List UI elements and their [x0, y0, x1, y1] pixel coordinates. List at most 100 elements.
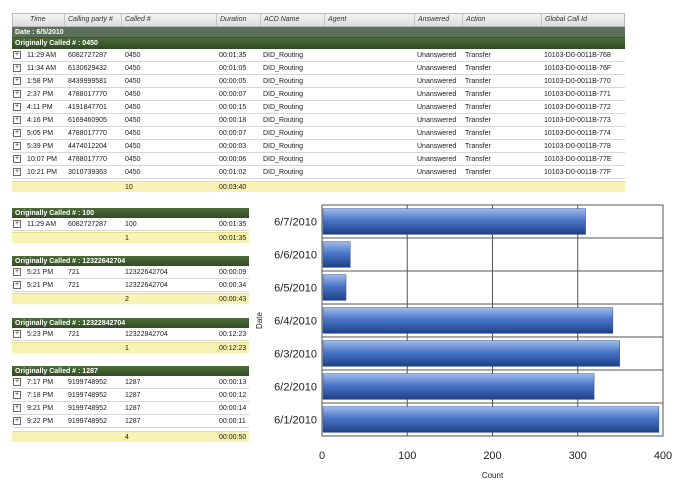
cell-calling-party: 721	[68, 269, 80, 276]
column-header-acd-name[interactable]: ACD Name	[264, 16, 300, 23]
column-header-time[interactable]: Time	[30, 16, 46, 23]
table-row[interactable]: +11:34 AM 6130629432 0450 00:01:05 DID_Routi…	[12, 62, 625, 75]
expand-row-icon[interactable]: +	[13, 404, 21, 412]
expand-row-icon[interactable]: +	[13, 268, 21, 276]
y-tick-label: 6/5/2010	[274, 283, 317, 295]
expand-row-icon[interactable]: +	[13, 220, 21, 228]
cell-called: 0450	[125, 117, 141, 124]
expand-row-icon[interactable]: +	[13, 391, 21, 399]
cell-called: 0450	[125, 65, 141, 72]
cell-called: 0450	[125, 143, 141, 150]
cell-answered: Unanswered	[417, 156, 457, 163]
expand-row-icon[interactable]: +	[13, 378, 21, 386]
table-row[interactable]: +1:58 PM 8439999581 0450 00:00:05 DID_Routin…	[12, 75, 625, 88]
bar	[322, 406, 660, 433]
table-row[interactable]: +4:11 PM 4191847701 0450 00:00:15 DID_Routin…	[12, 101, 625, 114]
column-header-duration[interactable]: Duration	[220, 16, 247, 23]
summary-duration-total: 00:03:40	[219, 184, 247, 191]
cell-duration: 00:01:35	[219, 52, 247, 59]
cell-acd-name: DID_Routing	[263, 65, 304, 72]
column-divider	[541, 14, 542, 26]
cell-called: 1287	[125, 379, 141, 386]
cell-time: 5:39 PM	[27, 143, 54, 150]
bar	[322, 307, 614, 334]
cell-global-call-id: 10103-D0-0011B-77F	[544, 169, 612, 176]
column-header-answered[interactable]: Answered	[418, 16, 450, 23]
cell-called: 0450	[125, 156, 141, 163]
cell-time: 10:07 PM	[27, 156, 57, 163]
expand-row-icon[interactable]: +	[13, 417, 21, 425]
column-header-calling-party[interactable]: Calling party #	[68, 16, 113, 23]
cell-time: 11:34 AM	[27, 65, 57, 72]
expand-row-icon[interactable]: +	[13, 51, 21, 59]
expand-row-icon[interactable]: +	[13, 77, 21, 85]
expand-row-icon[interactable]: +	[13, 116, 21, 124]
summary-count: 1	[125, 235, 129, 242]
expand-row-icon[interactable]: +	[13, 103, 21, 111]
summary-duration-total: 00:00:50	[219, 434, 247, 441]
cell-duration: 00:00:12	[219, 392, 247, 399]
group-header: Originally Called # : 1287	[12, 366, 249, 377]
table-row[interactable]: +5:21 PM 721 12322642704 00:00:34	[12, 279, 249, 292]
bar	[322, 241, 351, 268]
expand-row-icon[interactable]: +	[13, 168, 21, 176]
expand-row-icon[interactable]: +	[13, 64, 21, 72]
column-header-global-call-id[interactable]: Global Call Id	[545, 16, 588, 23]
cell-duration: 00:01:35	[219, 221, 247, 228]
expand-row-icon[interactable]: +	[13, 142, 21, 150]
cell-global-call-id: 10103-D0-0011B-768	[544, 52, 611, 59]
table-row[interactable]: +9:22 PM 9199748952 1287 00:00:11	[12, 415, 249, 428]
cell-time: 4:11 PM	[27, 104, 53, 111]
cell-time: 11:29 AM	[27, 221, 57, 228]
table-row[interactable]: +7:18 PM 9199748952 1287 00:00:12	[12, 389, 249, 402]
table-row[interactable]: +4:16 PM 6169460905 0450 00:00:18 DID_Routin…	[12, 114, 625, 127]
expand-row-icon[interactable]: +	[13, 281, 21, 289]
cell-answered: Unanswered	[417, 52, 457, 59]
column-divider	[64, 14, 65, 26]
cell-called: 0450	[125, 78, 141, 85]
cell-acd-name: DID_Routing	[263, 78, 304, 85]
summary-count: 10	[125, 184, 133, 191]
cell-called: 12322642704	[125, 269, 168, 276]
cell-calling-party: 9199748952	[68, 418, 107, 425]
expand-row-icon[interactable]: +	[13, 155, 21, 163]
column-header-action[interactable]: Action	[466, 16, 486, 23]
table-row[interactable]: +2:37 PM 4788017770 0450 00:00:07 DID_Routin…	[12, 88, 625, 101]
table-row[interactable]: +10:07 PM 4788017770 0450 00:00:06 DID_Routi…	[12, 153, 625, 166]
cell-action: Transfer	[465, 104, 491, 111]
expand-row-icon[interactable]: +	[13, 330, 21, 338]
table-row[interactable]: +5:23 PM 721 12322842704 00:12:23	[12, 328, 249, 341]
cell-called: 100	[125, 221, 137, 228]
cell-duration: 00:00:18	[219, 117, 247, 124]
group-summary-row: 10 00:03:40	[12, 181, 625, 192]
cell-action: Transfer	[465, 169, 491, 176]
cell-time: 5:05 PM	[27, 130, 54, 137]
table-row[interactable]: +10:21 PM 3010739363 0450 00:01:02 DID_Routi…	[12, 166, 625, 179]
cell-calling-party: 4788017770	[68, 91, 107, 98]
column-divider	[216, 14, 217, 26]
expand-row-icon[interactable]: +	[13, 90, 21, 98]
table-row[interactable]: +7:17 PM 9199748952 1287 00:00:13	[12, 376, 249, 389]
cell-global-call-id: 10103-D0-0011B-76F	[544, 65, 612, 72]
table-row[interactable]: +5:05 PM 4788017770 0450 00:00:07 DID_Routin…	[12, 127, 625, 140]
cell-acd-name: DID_Routing	[263, 130, 304, 137]
bar	[322, 373, 595, 400]
cell-calling-party: 721	[68, 331, 80, 338]
column-header-called[interactable]: Called #	[125, 16, 151, 23]
cell-calling-party: 6169460905	[68, 117, 107, 124]
column-header-agent[interactable]: Agent	[328, 16, 347, 23]
x-tick-label: 0	[319, 450, 325, 462]
group-summary-row: 1 00:01:35	[12, 232, 249, 243]
table-row[interactable]: +9:21 PM 9199748952 1287 00:00:14	[12, 402, 249, 415]
expand-row-icon[interactable]: +	[13, 129, 21, 137]
y-tick-label: 6/2/2010	[274, 382, 317, 394]
y-tick-label: 6/4/2010	[274, 316, 317, 328]
group-header: Originally Called # : 12322642704	[12, 256, 249, 267]
cell-acd-name: DID_Routing	[263, 104, 304, 111]
table-row[interactable]: +5:21 PM 721 12322642704 00:00:09	[12, 266, 249, 279]
table-row[interactable]: +5:39 PM 4474012204 0450 00:00:03 DID_Routin…	[12, 140, 625, 153]
table-row[interactable]: +11:29 AM 6082727287 0450 00:01:35 DID_Routi…	[12, 49, 625, 62]
cell-action: Transfer	[465, 65, 491, 72]
table-row[interactable]: +11:29 AM 6082727287 100 00:01:35	[12, 218, 249, 231]
